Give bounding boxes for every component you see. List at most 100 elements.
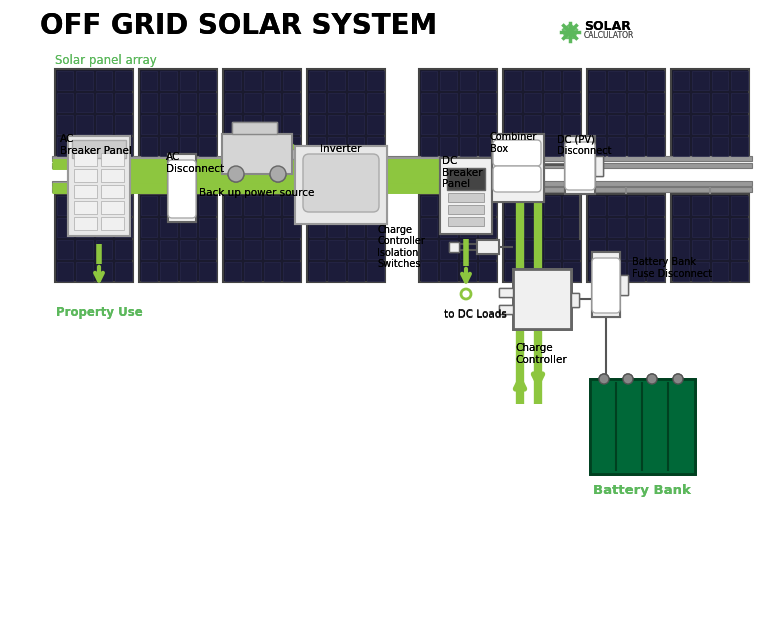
Bar <box>587 194 665 282</box>
Bar <box>592 252 620 317</box>
Bar <box>367 93 384 111</box>
Bar <box>224 261 241 281</box>
Bar <box>440 93 457 111</box>
Bar <box>115 195 131 215</box>
Bar <box>513 269 571 329</box>
Bar <box>72 140 126 158</box>
Text: AC
Disconnect: AC Disconnect <box>166 152 224 174</box>
Bar <box>620 275 628 295</box>
Bar <box>328 195 344 215</box>
Bar <box>460 218 476 236</box>
Bar <box>524 239 540 259</box>
Bar <box>524 70 540 90</box>
Bar <box>479 195 496 215</box>
Bar <box>56 114 73 134</box>
Bar <box>447 168 485 190</box>
Bar <box>160 195 176 215</box>
Circle shape <box>673 374 683 384</box>
Bar <box>264 195 280 215</box>
Bar <box>563 136 579 156</box>
Bar <box>179 93 196 111</box>
Bar <box>283 195 299 215</box>
Bar <box>731 114 748 134</box>
Bar <box>74 217 97 230</box>
Bar <box>420 218 437 236</box>
Bar <box>628 93 644 111</box>
Bar <box>115 261 131 281</box>
Bar <box>448 193 484 202</box>
Text: Charge
Controller
Isolation
Switches: Charge Controller Isolation Switches <box>377 225 425 269</box>
Bar <box>283 218 299 236</box>
Bar <box>588 195 605 215</box>
Text: DC (PV)
Disconnect: DC (PV) Disconnect <box>557 134 612 156</box>
FancyBboxPatch shape <box>303 154 379 212</box>
Bar <box>647 218 663 236</box>
Bar <box>563 195 579 215</box>
Bar <box>420 239 437 259</box>
Bar <box>328 136 344 156</box>
Bar <box>68 136 130 236</box>
Bar <box>692 195 708 215</box>
Bar <box>692 239 708 259</box>
Bar <box>673 239 689 259</box>
Bar <box>543 218 560 236</box>
Bar <box>52 187 752 192</box>
FancyBboxPatch shape <box>565 142 595 190</box>
Bar <box>513 269 571 329</box>
Bar <box>563 93 579 111</box>
Bar <box>448 193 484 202</box>
Bar <box>524 218 540 236</box>
Bar <box>460 261 476 281</box>
Bar <box>628 136 644 156</box>
Bar <box>647 114 663 134</box>
Bar <box>647 136 663 156</box>
Bar <box>74 185 97 198</box>
Bar <box>420 136 437 156</box>
Bar <box>647 239 663 259</box>
Text: Combiner
Box: Combiner Box <box>490 132 537 154</box>
Bar <box>440 158 492 234</box>
Bar <box>283 70 299 90</box>
Bar <box>347 136 364 156</box>
Bar <box>347 239 364 259</box>
Bar <box>367 114 384 134</box>
Bar <box>479 136 496 156</box>
Bar <box>283 261 299 281</box>
Bar <box>74 217 97 230</box>
Bar <box>232 122 277 134</box>
Bar <box>264 70 280 90</box>
Bar <box>565 136 595 194</box>
Bar <box>440 261 457 281</box>
Bar <box>244 239 261 259</box>
Bar <box>367 261 384 281</box>
Text: OFF GRID SOLAR SYSTEM: OFF GRID SOLAR SYSTEM <box>40 12 437 40</box>
Polygon shape <box>562 24 578 39</box>
Bar <box>347 70 364 90</box>
Bar <box>420 70 437 90</box>
FancyBboxPatch shape <box>493 140 541 166</box>
Circle shape <box>461 289 471 299</box>
Bar <box>141 218 157 236</box>
Circle shape <box>673 374 683 384</box>
Bar <box>283 114 299 134</box>
Bar <box>524 261 540 281</box>
FancyBboxPatch shape <box>168 160 196 218</box>
Bar <box>295 146 387 224</box>
Bar <box>199 195 216 215</box>
Bar <box>179 261 196 281</box>
Text: to DC Loads: to DC Loads <box>444 309 507 319</box>
Text: Charge
Controller
Isolation
Switches: Charge Controller Isolation Switches <box>377 225 425 269</box>
Bar <box>96 70 112 90</box>
Text: Charge
Controller: Charge Controller <box>515 343 567 364</box>
Bar <box>199 218 216 236</box>
Bar <box>628 261 644 281</box>
Text: Solar panel array: Solar panel array <box>55 54 157 67</box>
Bar <box>76 195 93 215</box>
Bar <box>505 70 521 90</box>
Bar <box>115 114 131 134</box>
Bar <box>141 70 157 90</box>
Bar <box>440 158 492 234</box>
Bar <box>563 70 579 90</box>
Bar <box>199 261 216 281</box>
Bar <box>692 218 708 236</box>
